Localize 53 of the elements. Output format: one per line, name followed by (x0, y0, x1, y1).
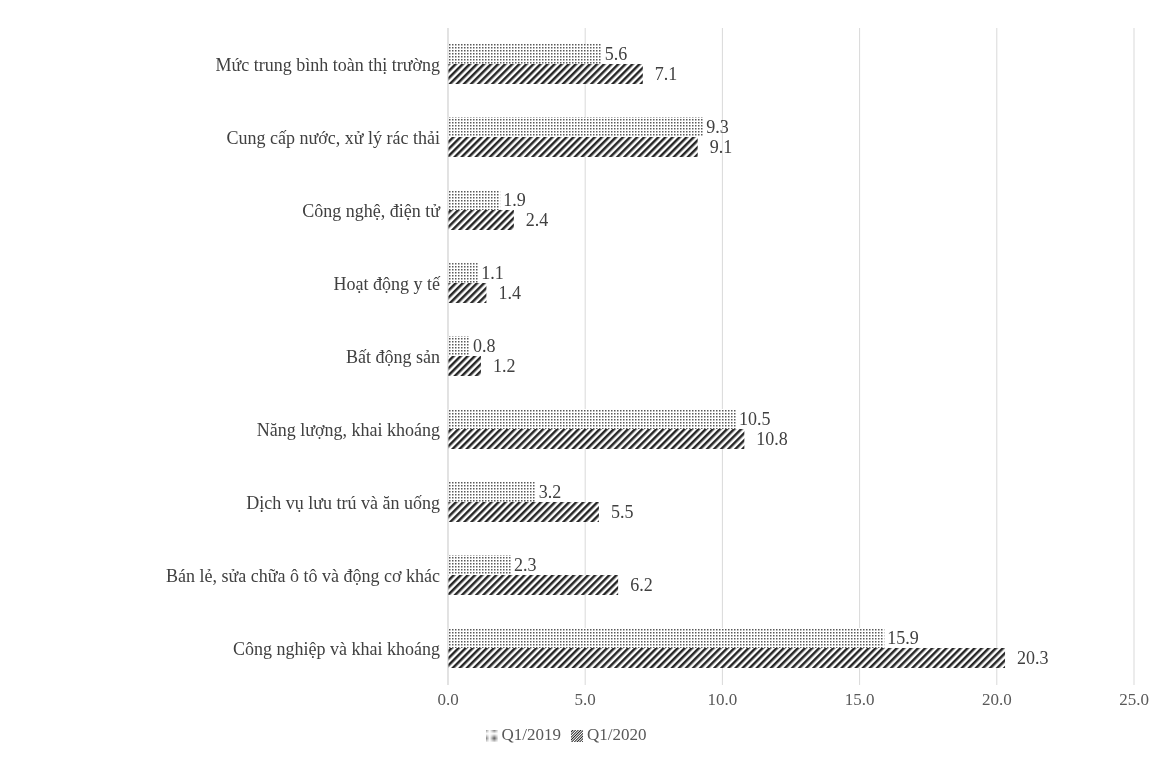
x-tick-label: 15.0 (844, 690, 875, 710)
y-tick-label: Cung cấp nước, xử lý rác thải (226, 127, 440, 148)
y-tick-label: Công nghệ, điện tử (302, 200, 442, 221)
y-tick-label: Năng lượng, khai khoáng (256, 419, 440, 440)
bar (448, 409, 737, 430)
x-tick-label: 25.0 (1119, 690, 1149, 710)
data-label: 0.8 (472, 336, 496, 357)
data-label: 20.3 (1017, 648, 1049, 669)
bar (448, 502, 599, 523)
data-label: 9.1 (709, 137, 733, 158)
x-tick-label: 10.0 (707, 690, 738, 710)
data-label: 7.1 (654, 64, 678, 85)
x-tick-label: 0.0 (437, 690, 459, 710)
data-label: 1.2 (492, 356, 516, 377)
legend-label: Q1/2020 (587, 725, 647, 744)
bar (448, 429, 745, 450)
bar (448, 648, 1006, 669)
data-label: 2.3 (514, 555, 537, 576)
bar (448, 336, 470, 357)
y-tick-label: Mức trung bình toàn thị trường (215, 54, 440, 75)
data-label: 1.1 (481, 263, 504, 284)
data-label: 1.4 (498, 283, 521, 304)
bar (448, 283, 487, 304)
y-tick-label: Hoạt động y tế (333, 273, 442, 294)
bar (448, 117, 704, 138)
y-tick-label: Công nghiệp và khai khoáng (233, 638, 440, 659)
y-tick-label: Dịch vụ lưu trú và ăn uống (246, 492, 440, 513)
data-label: 3.2 (538, 482, 562, 503)
legend-label: Q1/2019 (501, 725, 561, 744)
data-label: 6.2 (630, 575, 653, 596)
data-label: 15.9 (887, 628, 919, 649)
y-tick-label: Bán lẻ, sửa chữa ô tô và động cơ khác (166, 565, 440, 586)
data-label: 5.6 (604, 44, 628, 65)
bar (448, 628, 885, 649)
bar (448, 137, 698, 158)
bar (448, 555, 512, 576)
x-tick-label: 5.0 (574, 690, 596, 710)
bar (448, 190, 501, 211)
bar (448, 263, 479, 284)
bar (448, 575, 619, 596)
data-label: 1.9 (503, 190, 526, 211)
data-label: 5.5 (610, 502, 634, 523)
bar (448, 482, 536, 503)
bar (448, 210, 514, 231)
data-label: 9.3 (706, 117, 729, 138)
y-tick-label: Bất động sản (346, 346, 440, 367)
bar (448, 44, 602, 65)
bar (448, 64, 643, 85)
bar (448, 356, 481, 377)
data-label: 10.5 (739, 409, 771, 430)
data-label: 10.8 (756, 429, 788, 450)
data-label: 2.4 (525, 210, 549, 231)
x-tick-label: 20.0 (981, 690, 1012, 710)
